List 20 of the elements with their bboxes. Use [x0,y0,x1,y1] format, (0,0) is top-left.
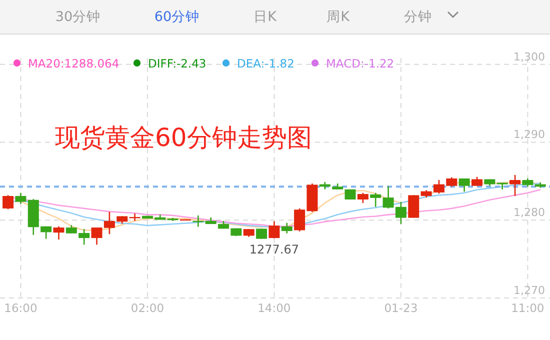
text: 分钟 [404,9,432,25]
annotation: 1277.67 [249,242,300,256]
text: 30分钟 [55,9,101,25]
text: 60分钟 [154,9,200,25]
x-tick-label: 11:00 [511,301,544,315]
annotation: DEA:-1.82 [237,56,294,70]
text: 现货黄金60分钟走势图 [55,123,312,152]
y-tick-label: 1,270 [514,284,545,297]
x-tick-label: 16:00 [4,301,38,315]
x-tick-label: 01-23 [384,301,418,315]
annotation: MA20:1288.064 [28,56,120,70]
x-tick-label: 14:00 [258,301,291,315]
x-tick-label: 02:00 [130,301,164,315]
text: 周K [326,9,351,25]
y-tick-label: 1,280 [514,206,545,220]
y-tick-label: 1,290 [514,128,545,142]
y-tick-label: 1,300 [514,50,545,64]
annotation: DIFF:-2.43 [148,56,206,70]
annotation: MACD:-1.22 [326,56,394,70]
text: 日K [254,9,278,25]
